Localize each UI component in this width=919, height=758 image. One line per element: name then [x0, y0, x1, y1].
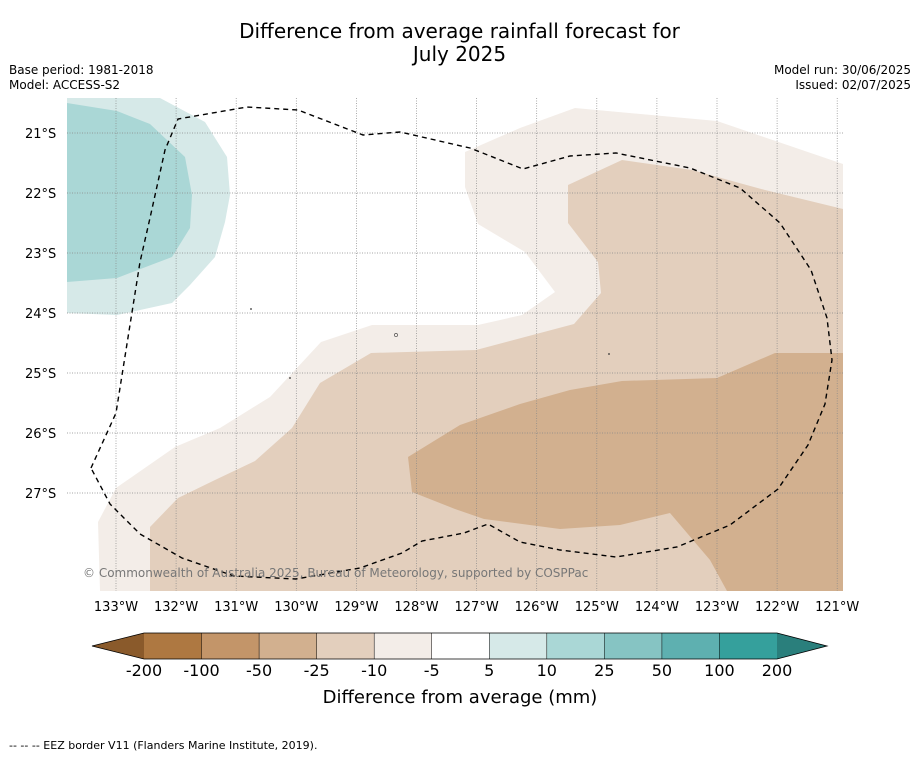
longitude-label: 126°W [515, 600, 559, 615]
colorbar-swatches [144, 633, 778, 659]
longitude-label: 128°W [394, 600, 438, 615]
anomaly-region-minus25 [408, 353, 843, 591]
small-islands [250, 308, 610, 379]
colorbar-tick-label: 25 [594, 661, 614, 680]
longitude-label: 121°W [815, 600, 859, 615]
latitude-label: 22°S [25, 187, 56, 202]
colorbar-tick-label: 50 [652, 661, 672, 680]
colorbar-tick-labels: -200 -100 -50 -25 -10 -5 5 10 25 50 100 200 [126, 661, 792, 680]
longitude-label: 131°W [214, 600, 258, 615]
colorbar-tick-label: -100 [183, 661, 219, 680]
longitude-label: 130°W [274, 600, 318, 615]
map-title-line2: July 2025 [412, 42, 507, 66]
colorbar-swatch [661, 633, 720, 659]
longitude-label: 124°W [635, 600, 679, 615]
latitude-label: 25°S [25, 367, 56, 382]
latitude-label: 27°S [25, 487, 56, 502]
longitude-labels: 133°W 132°W 131°W 130°W 129°W 128°W 127°W 126°W… [94, 600, 860, 615]
colorbar: -200 -100 -50 -25 -10 -5 5 10 25 50 100 200 Differe… [91, 632, 829, 708]
colorbar-tick-label: 100 [704, 661, 735, 680]
colorbar-swatch [604, 633, 663, 659]
longitude-label: 122°W [755, 600, 799, 615]
issued-date: Issued: 02/07/2025 [795, 78, 911, 92]
colorbar-label: Difference from average (mm) [323, 687, 598, 708]
colorbar-extend-low [92, 633, 144, 659]
colorbar-tick-label: 200 [762, 661, 793, 680]
colorbar-swatch [374, 633, 433, 659]
eez-footnote: -- -- -- EEZ border V11 (Flanders Marine… [9, 739, 318, 752]
colorbar-tick-label: -5 [424, 661, 440, 680]
longitude-label: 127°W [455, 600, 499, 615]
map-area: © Commonwealth of Australia 2025, Bureau… [67, 98, 843, 591]
colorbar-tick-label: -50 [246, 661, 272, 680]
latitude-label: 26°S [25, 427, 56, 442]
latitude-label: 24°S [25, 307, 56, 322]
colorbar-swatch [144, 633, 202, 659]
longitude-label: 129°W [334, 600, 378, 615]
colorbar-outline [91, 632, 829, 660]
latitude-labels: 21°S 22°S 23°S 24°S 25°S 26°S 27°S [25, 127, 56, 502]
longitude-label: 132°W [154, 600, 198, 615]
base-period: Base period: 1981-2018 [9, 63, 154, 77]
colorbar-swatch [719, 633, 778, 659]
colorbar-swatch [546, 633, 605, 659]
colorbar-tick-label: 10 [537, 661, 557, 680]
eez-border [90, 106, 833, 580]
longitude-label: 133°W [94, 600, 138, 615]
latitude-label: 23°S [25, 247, 56, 262]
colorbar-swatch [489, 633, 548, 659]
colorbar-swatch [316, 633, 375, 659]
model-name: Model: ACCESS-S2 [9, 78, 121, 92]
map-title-line1: Difference from average rainfall forecas… [239, 19, 680, 43]
colorbar-extend-high [777, 633, 827, 659]
colorbar-swatch [431, 633, 490, 659]
graticule [67, 98, 843, 591]
longitude-label: 125°W [575, 600, 619, 615]
colorbar-tick-label: -25 [304, 661, 330, 680]
longitude-label: 123°W [695, 600, 739, 615]
colorbar-swatch [259, 633, 317, 659]
colorbar-tick-label: -10 [361, 661, 387, 680]
anomaly-region-plus10 [67, 103, 192, 282]
colorbar-tick-label: -200 [126, 661, 162, 680]
colorbar-swatch [201, 633, 260, 659]
model-run: Model run: 30/06/2025 [773, 63, 911, 77]
latitude-label: 21°S [25, 127, 56, 142]
colorbar-tick-label: 5 [484, 661, 494, 680]
copyright-notice: © Commonwealth of Australia 2025, Bureau… [83, 566, 588, 580]
